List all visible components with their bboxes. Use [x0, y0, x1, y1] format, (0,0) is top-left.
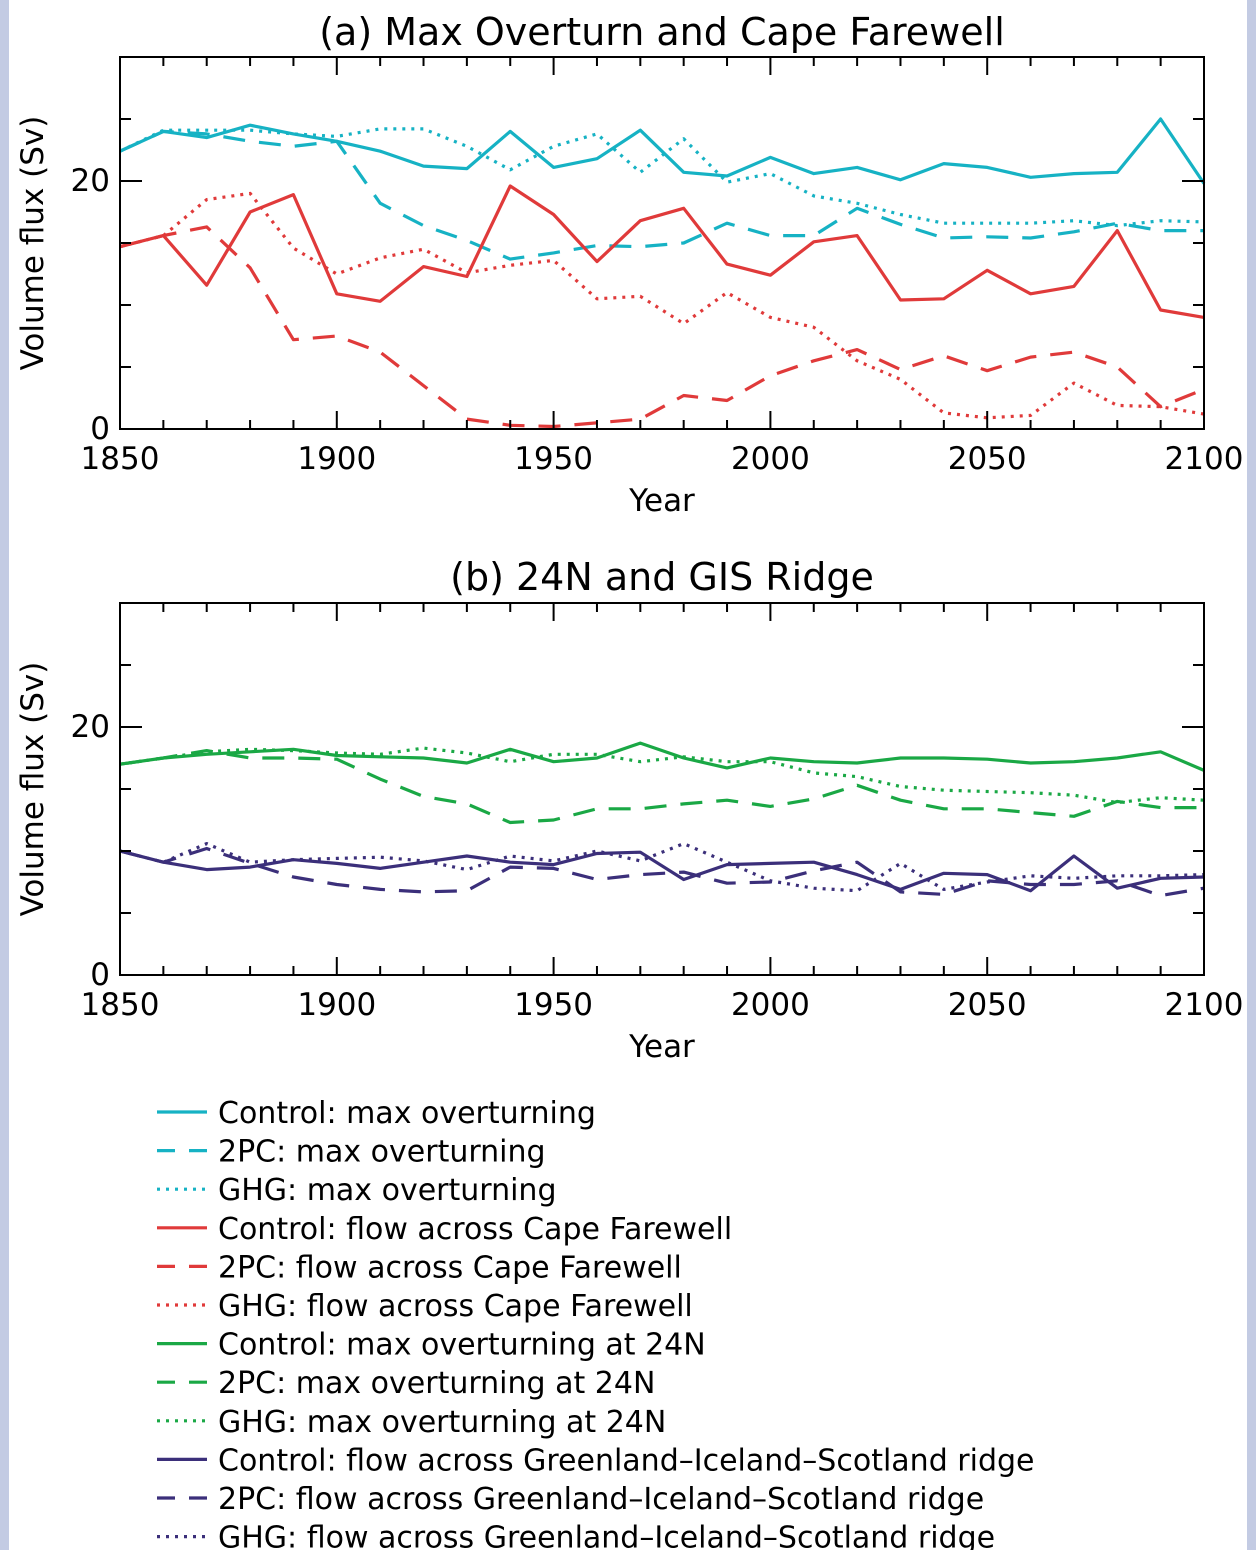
series-line: [119, 117, 1206, 185]
series-line: [119, 841, 1205, 893]
chart-1: (b) 24N and GIS Ridge 1850 1900 1950 2000 205…: [15, 555, 1243, 1065]
legend-label: GHG: flow across Greenland–Iceland–Scotl…: [218, 1521, 995, 1550]
x-tick-label: 2000: [731, 987, 810, 1023]
legend-entry: Control: flow across Cape Farewell: [157, 1212, 732, 1247]
series-line: [119, 191, 1205, 420]
legend-entry: 2PC: flow across Cape Farewell: [157, 1250, 682, 1285]
legend-label: Control: flow across Greenland–Iceland–S…: [218, 1443, 1035, 1478]
series-line: [119, 746, 1205, 805]
legend-label: 2PC: flow across Greenland–Iceland–Scotl…: [218, 1482, 984, 1517]
x-tick-label: 1950: [514, 987, 593, 1023]
chart-0: (a) Max Overturn and Cape Farewell 1850 19…: [15, 10, 1243, 519]
x-tick-label: 2050: [948, 441, 1027, 477]
y-tick-label: 20: [71, 709, 110, 745]
x-axis-label: Year: [628, 1029, 695, 1065]
legend-label: 2PC: max overturning at 24N: [218, 1366, 655, 1401]
x-tick-label: 2100: [1165, 441, 1244, 477]
legend-label: Control: max overturning at 24N: [218, 1328, 706, 1363]
chart-title: (a) Max Overturn and Cape Farewell: [319, 10, 1005, 54]
legend-entry: 2PC: max overturning at 24N: [157, 1366, 655, 1401]
y-axis-label: Volume flux (Sv): [15, 116, 51, 371]
legend-entry: GHG: flow across Greenland–Iceland–Scotl…: [157, 1521, 995, 1550]
x-tick-label: 2100: [1165, 987, 1244, 1023]
series-line: [119, 748, 1204, 825]
legend: Control: max overturning 2PC: max overtur…: [157, 1096, 1035, 1550]
legend-label: 2PC: max overturning: [218, 1135, 546, 1170]
y-axis-label: Volume flux (Sv): [15, 662, 51, 917]
x-tick-label: 2000: [731, 441, 810, 477]
x-axis-label: Year: [628, 483, 695, 519]
legend-label: Control: flow across Cape Farewell: [218, 1212, 732, 1247]
legend-label: 2PC: flow across Cape Farewell: [218, 1250, 682, 1285]
legend-entry: Control: max overturning: [157, 1096, 596, 1131]
legend-label: GHG: max overturning at 24N: [218, 1405, 666, 1440]
figure-panel: (a) Max Overturn and Cape Farewell 1850 19…: [9, 0, 1247, 1550]
x-tick-label: 1900: [297, 441, 376, 477]
series-line: [119, 129, 1204, 261]
plot-frame: [119, 602, 1205, 976]
x-tick-label: 1850: [81, 987, 160, 1023]
y-tick-label: 0: [90, 411, 110, 447]
legend-label: Control: max overturning: [218, 1096, 596, 1131]
legend-entry: Control: flow across Greenland–Iceland–S…: [157, 1443, 1035, 1478]
legend-label: GHG: max overturning: [218, 1173, 556, 1208]
chart-title: (b) 24N and GIS Ridge: [450, 555, 874, 599]
figure-svg: (a) Max Overturn and Cape Farewell 1850 19…: [15, 10, 1243, 1550]
series-line: [119, 225, 1205, 429]
series-line: [119, 846, 1205, 898]
legend-label: GHG: flow across Cape Farewell: [218, 1289, 693, 1324]
x-tick-label: 2050: [948, 987, 1027, 1023]
legend-entry: GHG: max overturning: [157, 1173, 556, 1208]
y-tick-label: 20: [71, 163, 110, 199]
legend-entry: GHG: max overturning at 24N: [157, 1405, 666, 1440]
x-tick-label: 1950: [514, 441, 593, 477]
x-tick-label: 1900: [297, 987, 376, 1023]
plot-frame: [119, 56, 1205, 430]
x-tick-label: 1850: [81, 441, 160, 477]
legend-entry: 2PC: flow across Greenland–Iceland–Scotl…: [157, 1482, 984, 1517]
legend-entry: Control: max overturning at 24N: [157, 1328, 706, 1363]
y-tick-label: 0: [90, 957, 110, 993]
series-line: [119, 184, 1205, 319]
legend-entry: GHG: flow across Cape Farewell: [157, 1289, 693, 1324]
legend-entry: 2PC: max overturning: [157, 1135, 546, 1170]
